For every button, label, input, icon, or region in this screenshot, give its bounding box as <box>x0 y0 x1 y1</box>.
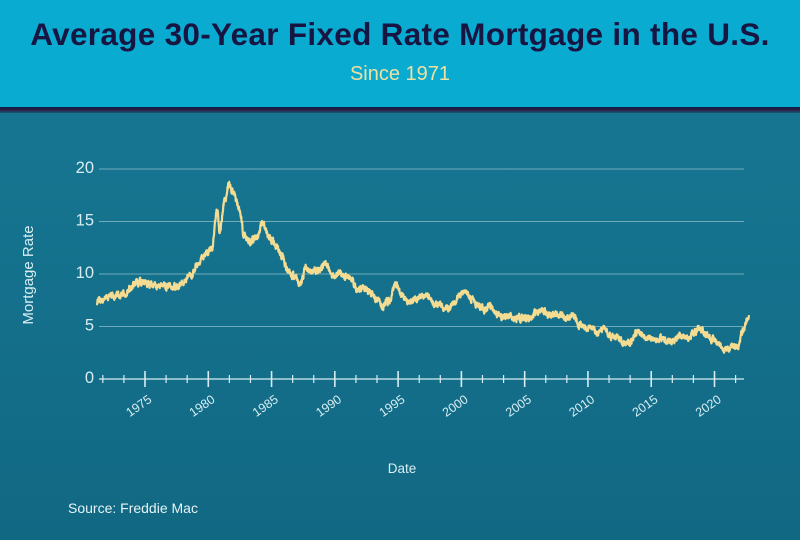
svg-text:1995: 1995 <box>377 392 408 419</box>
svg-text:10: 10 <box>76 264 94 282</box>
svg-text:2010: 2010 <box>566 392 597 419</box>
svg-text:1990: 1990 <box>313 392 344 419</box>
svg-text:2020: 2020 <box>693 392 724 419</box>
svg-text:1975: 1975 <box>123 392 154 419</box>
svg-text:5: 5 <box>85 317 94 335</box>
svg-text:15: 15 <box>76 212 94 230</box>
svg-text:0: 0 <box>85 369 94 387</box>
svg-text:2000: 2000 <box>440 392 471 419</box>
svg-text:20: 20 <box>76 159 94 177</box>
svg-text:1985: 1985 <box>250 392 281 419</box>
svg-text:2005: 2005 <box>503 392 534 419</box>
svg-text:2015: 2015 <box>630 392 661 419</box>
svg-text:1980: 1980 <box>187 392 218 419</box>
